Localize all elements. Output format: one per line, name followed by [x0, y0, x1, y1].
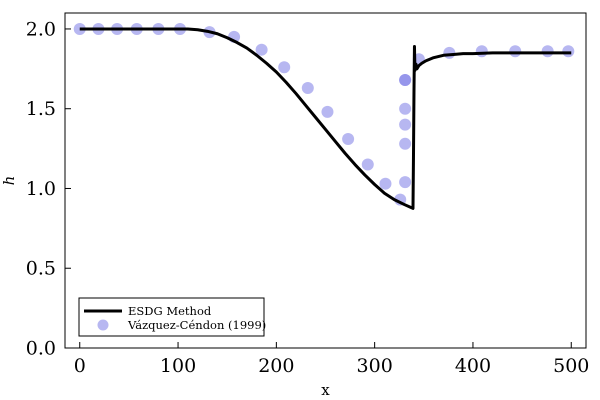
- x-tick-label: 200: [258, 355, 294, 377]
- plot-area: [73, 22, 575, 210]
- series-line-esdg: [79, 27, 572, 210]
- scatter-point: [475, 45, 488, 58]
- scatter-point: [301, 81, 314, 94]
- x-tick-label: 100: [160, 355, 196, 377]
- x-tick-label: 500: [553, 355, 589, 377]
- scatter-point: [399, 176, 412, 189]
- scatter-point: [255, 43, 268, 56]
- x-tick-label: 300: [357, 355, 393, 377]
- legend-label-esdg: ESDG Method: [128, 304, 212, 318]
- scatter-point: [342, 133, 355, 146]
- scatter-point: [361, 158, 374, 171]
- scatter-point: [509, 45, 522, 58]
- y-tick-label: 0.0: [26, 338, 56, 360]
- scatter-point: [321, 105, 334, 118]
- scatter-point: [278, 61, 291, 74]
- x-axis-label: x: [321, 381, 330, 399]
- scatter-point: [399, 102, 412, 115]
- x-tick-label: 400: [455, 355, 491, 377]
- scatter-point: [562, 45, 575, 58]
- legend-marker-swatch: [97, 319, 109, 331]
- y-tick-label: 1.5: [26, 98, 56, 120]
- y-tick-label: 2.0: [26, 18, 56, 40]
- x-tick-label: 0: [74, 355, 86, 377]
- y-axis-label: h: [0, 176, 18, 186]
- scatter-point: [399, 137, 412, 150]
- legend-box: [78, 297, 265, 337]
- scatter-point: [443, 46, 456, 59]
- scatter-point: [399, 118, 412, 131]
- plot-frame: [64, 12, 587, 349]
- scatter-point: [73, 22, 86, 35]
- scatter-point: [541, 45, 554, 58]
- legend-label-reference: Vázquez-Céndon (1999): [127, 318, 266, 332]
- axes: 0 100 200 300 400 500 0.0 0.5 1.0 1.5 2.0: [26, 12, 589, 377]
- scatter-point: [399, 74, 412, 86]
- y-tick-label: 1.0: [26, 178, 56, 200]
- y-tick-label: 0.5: [26, 258, 56, 280]
- legend: ESDG Method Vázquez-Céndon (1999): [78, 297, 266, 337]
- scatter-point: [379, 177, 392, 190]
